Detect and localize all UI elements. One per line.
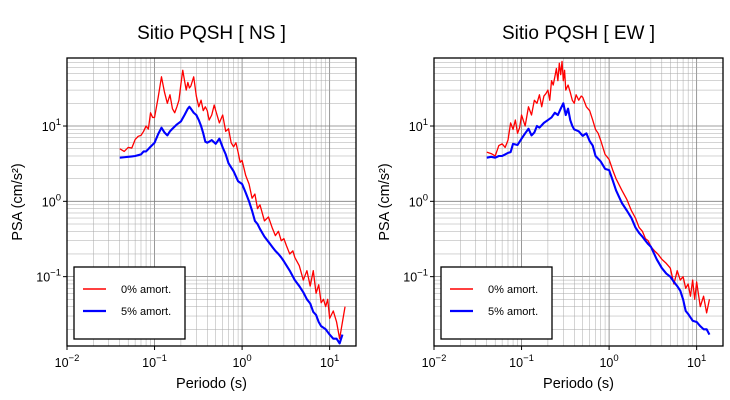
- chart-title: Sitio PQSH [ EW ]: [502, 23, 655, 44]
- x-tick-label: 10−2: [55, 353, 80, 370]
- series-lines: [486, 60, 711, 336]
- legend-label-0pct: 0% amort.: [121, 284, 171, 296]
- y-tick-label: 100: [42, 192, 61, 209]
- series-line-0pct: [119, 69, 346, 340]
- y-tick-label: 101: [42, 117, 61, 134]
- series-line-5pct: [119, 105, 344, 345]
- legend: 0% amort. 5% amort.: [440, 266, 553, 340]
- x-tick-labels: 10−2 10−1 100 101: [55, 346, 339, 370]
- x-tick-label: 100: [599, 353, 618, 370]
- x-tick-label: 10−1: [509, 353, 534, 370]
- legend-box: [73, 266, 186, 340]
- y-tick-label: 100: [409, 192, 428, 209]
- x-axis-label: Periodo (s): [176, 376, 247, 392]
- legend-label-5pct: 5% amort.: [488, 306, 538, 318]
- y-axis-label: PSA (cm/s²): [377, 163, 393, 240]
- y-tick-labels: 10−1 100 101: [36, 117, 67, 285]
- legend-label-0pct: 0% amort.: [488, 284, 538, 296]
- legend-box: [440, 266, 553, 340]
- chart-panel-ns: 10−2 10−1 100 101 10−1 100 101 Sitio PQSH [ N…: [10, 23, 357, 392]
- y-axis-label: PSA (cm/s²): [10, 163, 26, 240]
- x-tick-label: 10−1: [142, 353, 167, 370]
- x-tick-label: 100: [232, 353, 251, 370]
- plot-frame: [433, 57, 724, 347]
- x-tick-label: 101: [687, 353, 706, 370]
- y-tick-labels: 10−1 100 101: [403, 117, 434, 285]
- x-tick-label: 101: [320, 353, 339, 370]
- legend: 0% amort. 5% amort.: [73, 266, 186, 340]
- x-axis-label: Periodo (s): [543, 376, 614, 392]
- chart-title: Sitio PQSH [ NS ]: [137, 23, 286, 44]
- plot-frame: [66, 57, 357, 347]
- x-tick-label: 10−2: [422, 353, 447, 370]
- chart-panel-ew: 10−2 10−1 100 101 10−1 100 101 Sitio PQSH [ E…: [377, 23, 724, 392]
- legend-label-5pct: 5% amort.: [121, 306, 171, 318]
- x-tick-labels: 10−2 10−1 100 101: [422, 346, 706, 370]
- y-tick-label: 10−1: [36, 268, 61, 285]
- y-tick-label: 101: [409, 117, 428, 134]
- series-line-5pct: [486, 102, 711, 336]
- y-tick-label: 10−1: [403, 268, 428, 285]
- series-lines: [119, 69, 346, 345]
